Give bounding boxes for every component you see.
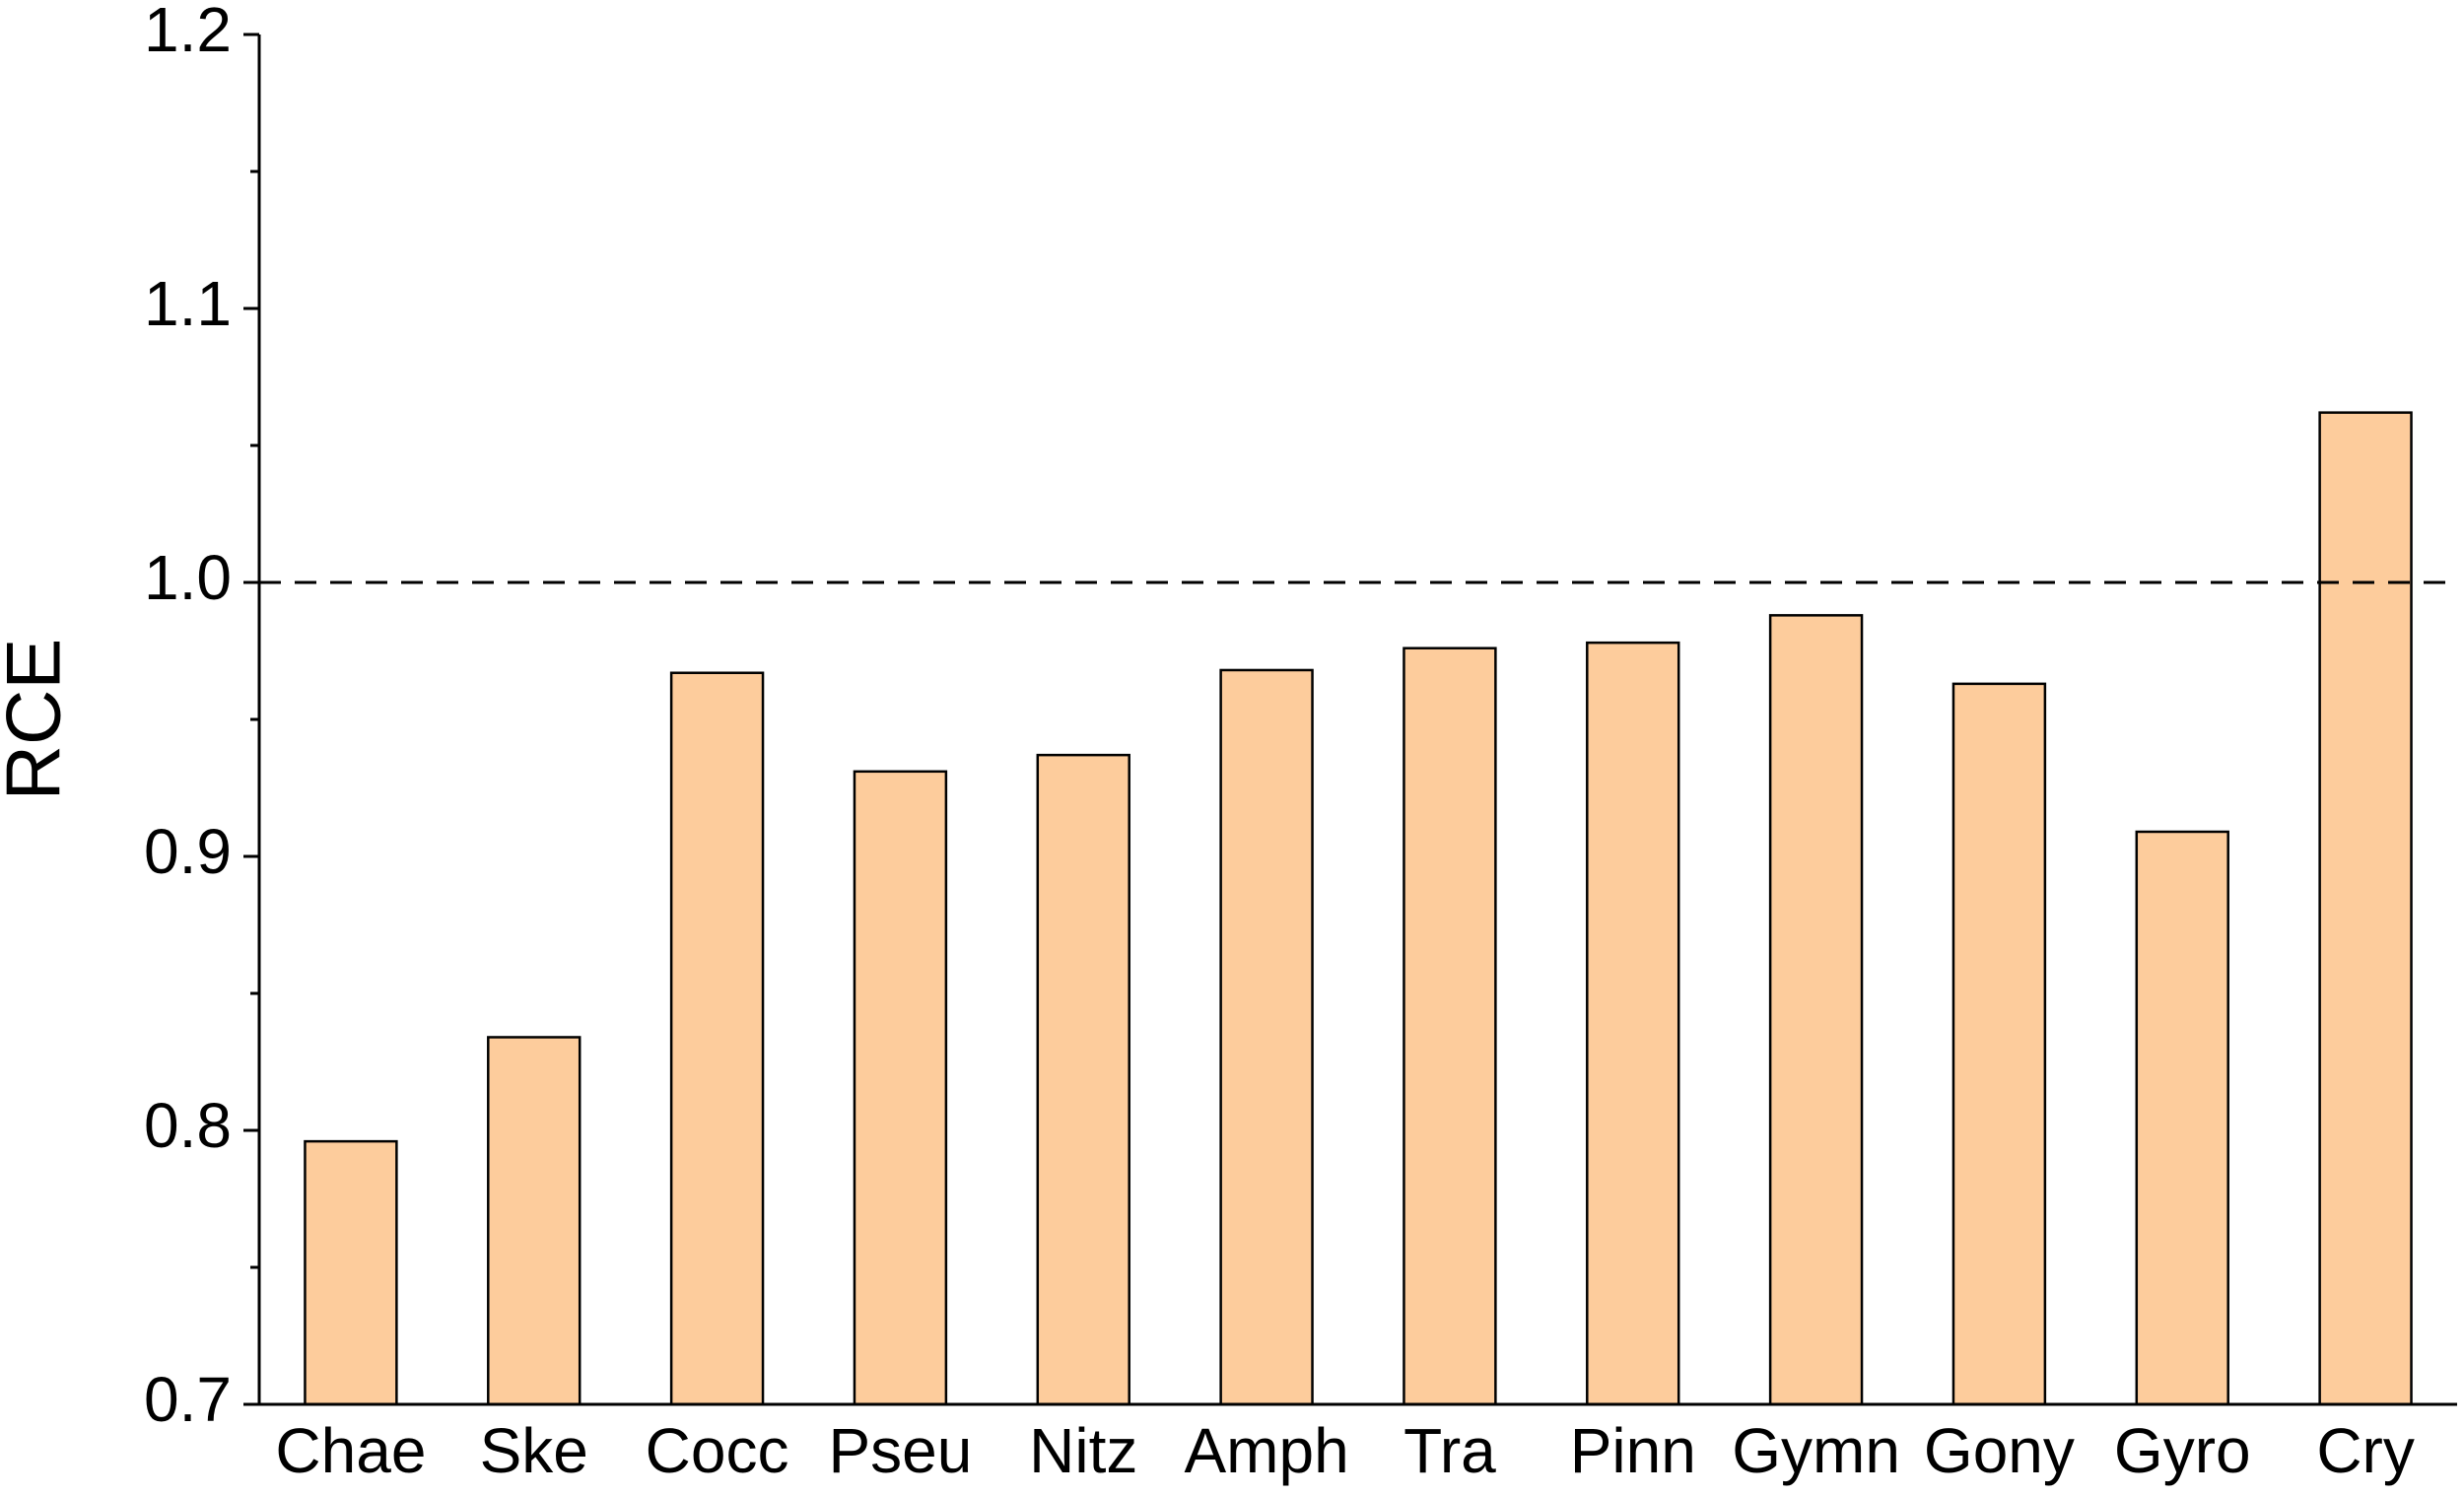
- bar: [1219, 668, 1314, 1406]
- bar: [2135, 830, 2229, 1406]
- x-tick-label: Pseu: [828, 1415, 972, 1486]
- y-tick-label: 0.8: [144, 1090, 232, 1161]
- x-tick-label: Gony: [1924, 1415, 2075, 1486]
- x-tick-label: Tra: [1403, 1415, 1496, 1486]
- bar: [2318, 411, 2413, 1406]
- bar: [853, 770, 948, 1406]
- y-axis-title: RCE: [0, 639, 77, 801]
- x-tick-label: Nitz: [1029, 1415, 1137, 1486]
- bar: [1951, 682, 2047, 1406]
- y-tick-label: 0.9: [144, 816, 232, 887]
- bar: [1403, 646, 1497, 1406]
- x-tick-label: Gymn: [1732, 1415, 1900, 1486]
- x-tick-label: Cry: [2316, 1415, 2415, 1486]
- y-tick-label: 1.0: [144, 542, 232, 613]
- x-tick-label: Cocc: [646, 1415, 789, 1486]
- y-tick-label: 1.1: [144, 268, 232, 339]
- bar: [669, 671, 765, 1406]
- y-tick-label: 0.7: [144, 1364, 232, 1435]
- y-tick-label: 1.2: [144, 0, 232, 65]
- x-tick-label: Chae: [275, 1415, 426, 1486]
- bar: [1586, 641, 1680, 1406]
- x-tick-label: Amph: [1184, 1415, 1348, 1486]
- x-tick-label: Gyro: [2114, 1415, 2251, 1486]
- bar: [487, 1036, 582, 1406]
- x-tick-label: Ske: [480, 1415, 588, 1486]
- bar: [1768, 614, 1864, 1406]
- bar: [304, 1139, 398, 1406]
- x-tick-label: Pinn: [1570, 1415, 1696, 1486]
- bar: [1036, 753, 1130, 1406]
